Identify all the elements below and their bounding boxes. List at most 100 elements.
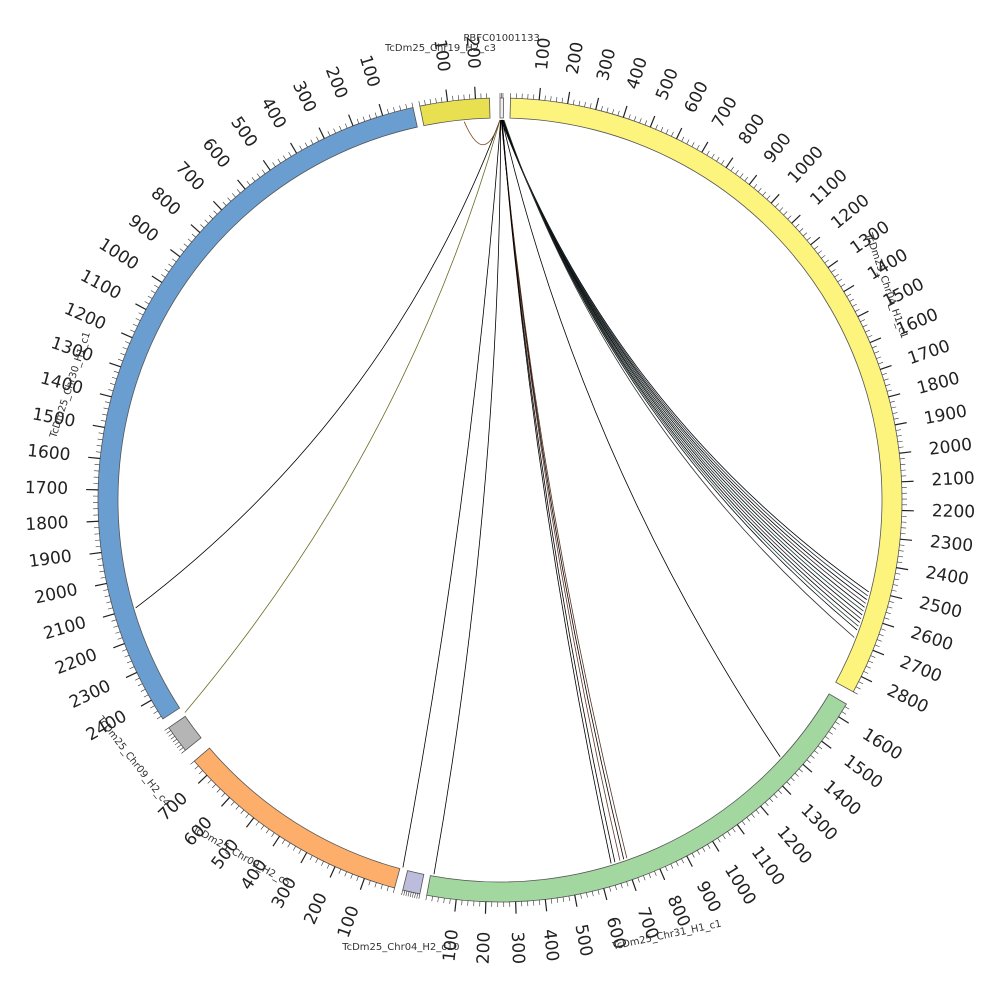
minor-tick	[620, 883, 623, 889]
minor-tick	[874, 644, 880, 648]
tick-label: 2300	[66, 676, 114, 713]
minor-tick	[154, 284, 159, 289]
minor-tick	[637, 877, 640, 883]
major-tick	[821, 740, 832, 749]
major-tick	[725, 157, 734, 168]
minor-tick	[670, 863, 674, 869]
minor-tick	[600, 106, 603, 112]
minor-tick	[416, 893, 419, 899]
tick-label: 100	[429, 38, 453, 73]
minor-tick	[755, 809, 760, 814]
minor-tick	[696, 850, 700, 855]
segment-label: PBFC01001133	[463, 33, 540, 44]
minor-tick	[132, 323, 138, 327]
minor-tick	[894, 578, 900, 581]
minor-tick	[874, 351, 880, 354]
minor-tick	[568, 896, 571, 902]
major-tick	[92, 424, 105, 429]
minor-tick	[198, 770, 203, 775]
ticks-layer	[86, 86, 914, 914]
minor-tick	[544, 95, 546, 101]
minor-tick	[171, 258, 177, 263]
minor-tick	[118, 358, 123, 362]
tick-label: 1300	[796, 800, 841, 845]
minor-tick	[798, 768, 803, 773]
tick-label: 2600	[908, 623, 955, 655]
minor-tick	[125, 341, 130, 344]
minor-tick	[665, 129, 669, 135]
minor-tick	[187, 238, 192, 243]
minor-tick	[111, 376, 117, 380]
minor-tick	[166, 730, 171, 734]
minor-tick	[200, 224, 205, 229]
major-tick	[622, 105, 628, 118]
link-ribbon	[433, 120, 502, 875]
minor-tick	[660, 126, 664, 132]
minor-tick	[691, 142, 695, 147]
minor-tick	[806, 759, 811, 764]
major-tick	[567, 91, 571, 104]
major-tick	[318, 127, 325, 139]
minor-tick	[315, 858, 319, 863]
link-ribbon	[502, 119, 859, 627]
minor-tick	[626, 881, 629, 887]
minor-tick	[572, 99, 575, 105]
tick-label: 1500	[840, 751, 887, 793]
minor-tick	[221, 792, 226, 797]
minor-tick	[374, 882, 377, 888]
minor-tick	[817, 745, 823, 750]
tick-label: 2500	[917, 593, 964, 623]
minor-tick	[281, 839, 286, 844]
major-tick	[212, 200, 223, 211]
minor-tick	[614, 885, 617, 891]
minor-tick	[727, 831, 731, 836]
minor-tick	[380, 884, 383, 890]
major-tick	[272, 835, 281, 847]
minor-tick	[691, 853, 695, 858]
minor-tick	[418, 101, 421, 107]
minor-tick	[795, 223, 800, 228]
major-tick	[882, 622, 895, 628]
minor-tick	[392, 887, 395, 893]
minor-tick	[168, 263, 173, 268]
minor-tick	[212, 784, 217, 789]
minor-tick	[161, 274, 166, 278]
minor-tick	[702, 847, 706, 852]
minor-tick	[810, 754, 815, 759]
tick-label: 500	[226, 113, 261, 151]
minor-tick	[643, 875, 646, 881]
tick-label: 900	[760, 129, 796, 167]
major-tick	[474, 86, 477, 99]
minor-tick	[555, 96, 558, 102]
minor-tick	[429, 99, 432, 105]
minor-tick	[628, 114, 631, 120]
major-tick	[860, 675, 873, 683]
major-tick	[810, 236, 821, 246]
minor-tick	[106, 601, 112, 604]
major-tick	[170, 249, 181, 258]
minor-tick	[98, 432, 104, 434]
major-tick	[900, 538, 913, 541]
major-tick	[869, 337, 882, 344]
major-tick	[857, 310, 869, 318]
tick-label: 2100	[931, 469, 975, 491]
minor-tick	[222, 201, 227, 206]
minor-tick	[122, 649, 127, 652]
minor-tick	[368, 114, 371, 120]
minor-tick	[892, 584, 898, 586]
tick-label: 2100	[41, 613, 88, 644]
minor-tick	[802, 232, 808, 237]
minor-tick	[288, 152, 292, 157]
minor-tick	[425, 895, 428, 901]
major-tick	[538, 87, 541, 100]
minor-tick	[246, 181, 251, 186]
tick-label: 800	[735, 110, 770, 148]
minor-tick	[168, 733, 173, 737]
tick-label: 600	[681, 78, 713, 116]
minor-tick	[556, 897, 559, 903]
major-tick	[574, 894, 578, 907]
minor-tick	[236, 189, 241, 194]
minor-tick	[899, 458, 905, 460]
major-tick	[544, 899, 548, 912]
minor-tick	[208, 215, 213, 219]
